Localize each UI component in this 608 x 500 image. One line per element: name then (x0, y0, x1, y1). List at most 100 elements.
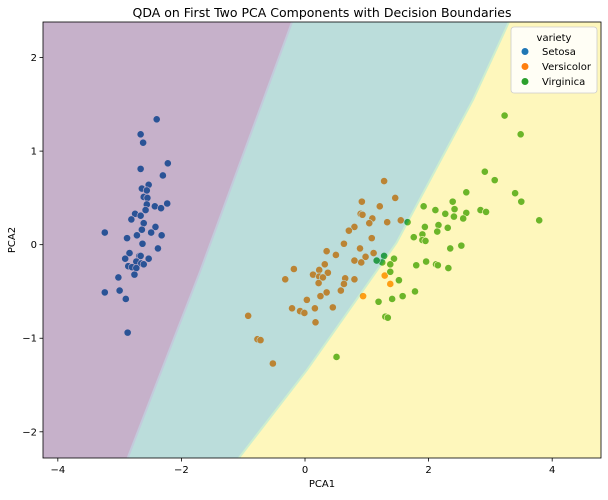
point-versicolor (365, 219, 374, 228)
decision-regions (43, 22, 601, 458)
point-virginica (444, 264, 453, 272)
point-setosa (141, 206, 150, 214)
y-tick-label: 1 (31, 147, 37, 158)
point-setosa (137, 225, 146, 234)
point-setosa (138, 239, 147, 248)
y-tick-label: 2 (31, 53, 37, 64)
boundary-versicolor-virginica (238, 22, 510, 458)
chart-title: QDA on First Two PCA Components with Dec… (132, 5, 511, 20)
point-setosa (139, 260, 148, 269)
point-versicolor (386, 280, 395, 288)
legend-label-versicolor: Versicolor (542, 62, 592, 73)
legend-marker-versicolor (520, 62, 530, 71)
point-setosa (123, 328, 132, 337)
point-virginica (374, 297, 383, 306)
legend-label-virginica: Virginica (542, 77, 585, 88)
point-virginica (490, 176, 499, 185)
point-setosa (158, 171, 167, 180)
plot-frame (42, 21, 602, 459)
point-setosa (144, 254, 153, 263)
point-versicolor (289, 265, 298, 273)
legend-box (510, 26, 598, 94)
point-virginica (421, 237, 430, 245)
point-versicolor (322, 247, 331, 256)
point-virginica (446, 244, 455, 253)
y-axis-label: PCA2 (7, 227, 18, 253)
point-versicolor (268, 359, 277, 368)
point-setosa (163, 159, 172, 168)
point-setosa (136, 130, 145, 139)
point-setosa (154, 244, 162, 253)
point-virginica (431, 206, 440, 214)
legend-label-setosa: Setosa (542, 47, 576, 58)
y-tick-label: −2 (22, 427, 37, 438)
x-tick-label: −2 (174, 465, 189, 476)
region-virginica (238, 22, 601, 458)
point-setosa (100, 228, 109, 237)
point-virginica (332, 353, 341, 361)
point-versicolor (320, 260, 329, 269)
point-virginica (517, 197, 526, 206)
point-versicolor (350, 223, 359, 231)
legend-title: variety (537, 33, 572, 44)
point-versicolor (369, 249, 378, 257)
point-versicolor (316, 292, 325, 301)
point-virginica (433, 261, 442, 270)
y-tick-label: 0 (31, 240, 37, 251)
point-virginica (457, 241, 466, 250)
point-versicolor (328, 303, 337, 312)
point-virginica (462, 188, 471, 197)
point-setosa (121, 254, 130, 263)
point-versicolor (367, 234, 376, 243)
point-virginica (450, 205, 459, 214)
point-virginica (450, 212, 458, 221)
point-virginica (482, 208, 490, 216)
x-axis-label: PCA1 (309, 479, 335, 490)
point-virginica (403, 218, 412, 227)
point-virginica (422, 257, 431, 266)
point-versicolor (358, 210, 367, 219)
point-versicolor (288, 304, 296, 313)
point-versicolor (244, 311, 253, 320)
point-versicolor (311, 318, 320, 327)
point-virginica (386, 267, 395, 276)
point-virginica (516, 130, 525, 139)
point-virginica (390, 254, 398, 263)
point-versicolor (357, 258, 366, 267)
point-setosa (121, 295, 130, 303)
region-setosa (43, 22, 293, 458)
point-versicolor (340, 280, 348, 288)
point-versicolor (356, 244, 364, 253)
point-versicolor (256, 336, 265, 345)
point-setosa (142, 186, 151, 195)
point-versicolor (319, 273, 327, 282)
point-virginica (433, 227, 442, 236)
point-virginica (448, 197, 457, 206)
y-tick-label: −1 (22, 334, 37, 345)
x-tick-label: 2 (425, 465, 431, 476)
point-setosa (136, 164, 145, 173)
point-versicolor (336, 286, 345, 295)
point-virginica (480, 167, 489, 176)
point-virginica (459, 214, 468, 223)
point-versicolor (300, 309, 309, 317)
point-virginica (441, 209, 450, 218)
point-virginica (420, 223, 429, 231)
point-virginica (443, 223, 452, 232)
point-versicolor (380, 271, 389, 280)
x-tick-label: −4 (50, 465, 65, 476)
point-setosa (152, 115, 161, 124)
point-setosa (151, 223, 160, 231)
x-tick-label: 4 (549, 465, 555, 476)
point-virginica (411, 287, 419, 296)
point-virginica (388, 295, 397, 303)
point-versicolor (344, 226, 353, 235)
point-virginica (535, 216, 544, 225)
point-setosa (136, 211, 145, 220)
point-versicolor (310, 304, 319, 313)
point-virginica (419, 202, 428, 211)
point-virginica (395, 276, 403, 285)
point-virginica (383, 313, 392, 322)
point-virginica (372, 256, 381, 265)
